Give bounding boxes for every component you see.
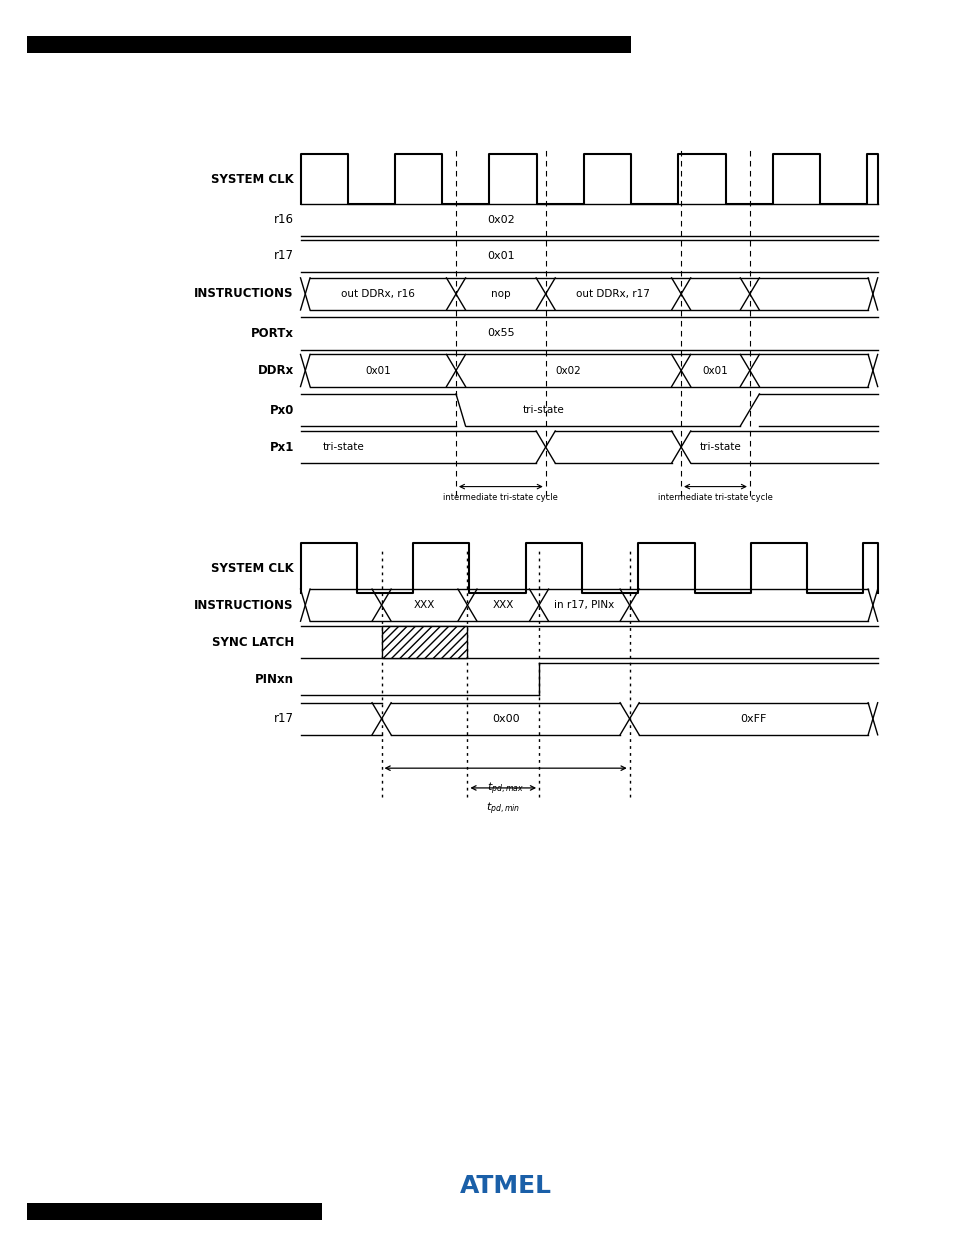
Text: nop: nop [491,289,510,299]
Text: tri-state: tri-state [522,405,564,415]
Text: SYNC LATCH: SYNC LATCH [212,636,294,648]
Text: r17: r17 [274,713,294,725]
Text: r16: r16 [274,214,294,226]
Text: Px1: Px1 [269,441,294,453]
Text: 0x01: 0x01 [702,366,727,375]
Text: 0x00: 0x00 [492,714,518,724]
Text: SYSTEM CLK: SYSTEM CLK [211,173,294,185]
Text: 0x02: 0x02 [556,366,580,375]
Text: out DDRx, r17: out DDRx, r17 [576,289,650,299]
Text: out DDRx, r16: out DDRx, r16 [341,289,415,299]
Text: DDRx: DDRx [257,364,294,377]
Text: 0xFF: 0xFF [740,714,766,724]
Text: tri-state: tri-state [699,442,740,452]
Text: $t_{pd, max}$: $t_{pd, max}$ [486,781,524,797]
Text: 0x01: 0x01 [487,251,514,261]
Text: INSTRUCTIONS: INSTRUCTIONS [194,288,294,300]
Bar [27,36,630,53]
Text: 0x01: 0x01 [365,366,391,375]
Bar [27,1203,322,1220]
Text: XXX: XXX [492,600,514,610]
Text: $t_{pd, min}$: $t_{pd, min}$ [485,800,520,816]
Text: SYSTEM CLK: SYSTEM CLK [211,562,294,574]
Text: intermediate tri-state cycle: intermediate tri-state cycle [443,493,558,501]
Text: INSTRUCTIONS: INSTRUCTIONS [194,599,294,611]
Text: Px0: Px0 [269,404,294,416]
Text: PINxn: PINxn [254,673,294,685]
Text: PORTx: PORTx [251,327,294,340]
Text: ATMEL: ATMEL [459,1173,551,1198]
Text: in r17, PINx: in r17, PINx [554,600,614,610]
Bar [381,626,467,658]
Text: intermediate tri-state cycle: intermediate tri-state cycle [658,493,772,501]
Text: tri-state: tri-state [322,442,364,452]
Text: 0x02: 0x02 [486,215,515,225]
Text: 0x55: 0x55 [487,329,514,338]
Text: r17: r17 [274,249,294,262]
Text: XXX: XXX [414,600,435,610]
